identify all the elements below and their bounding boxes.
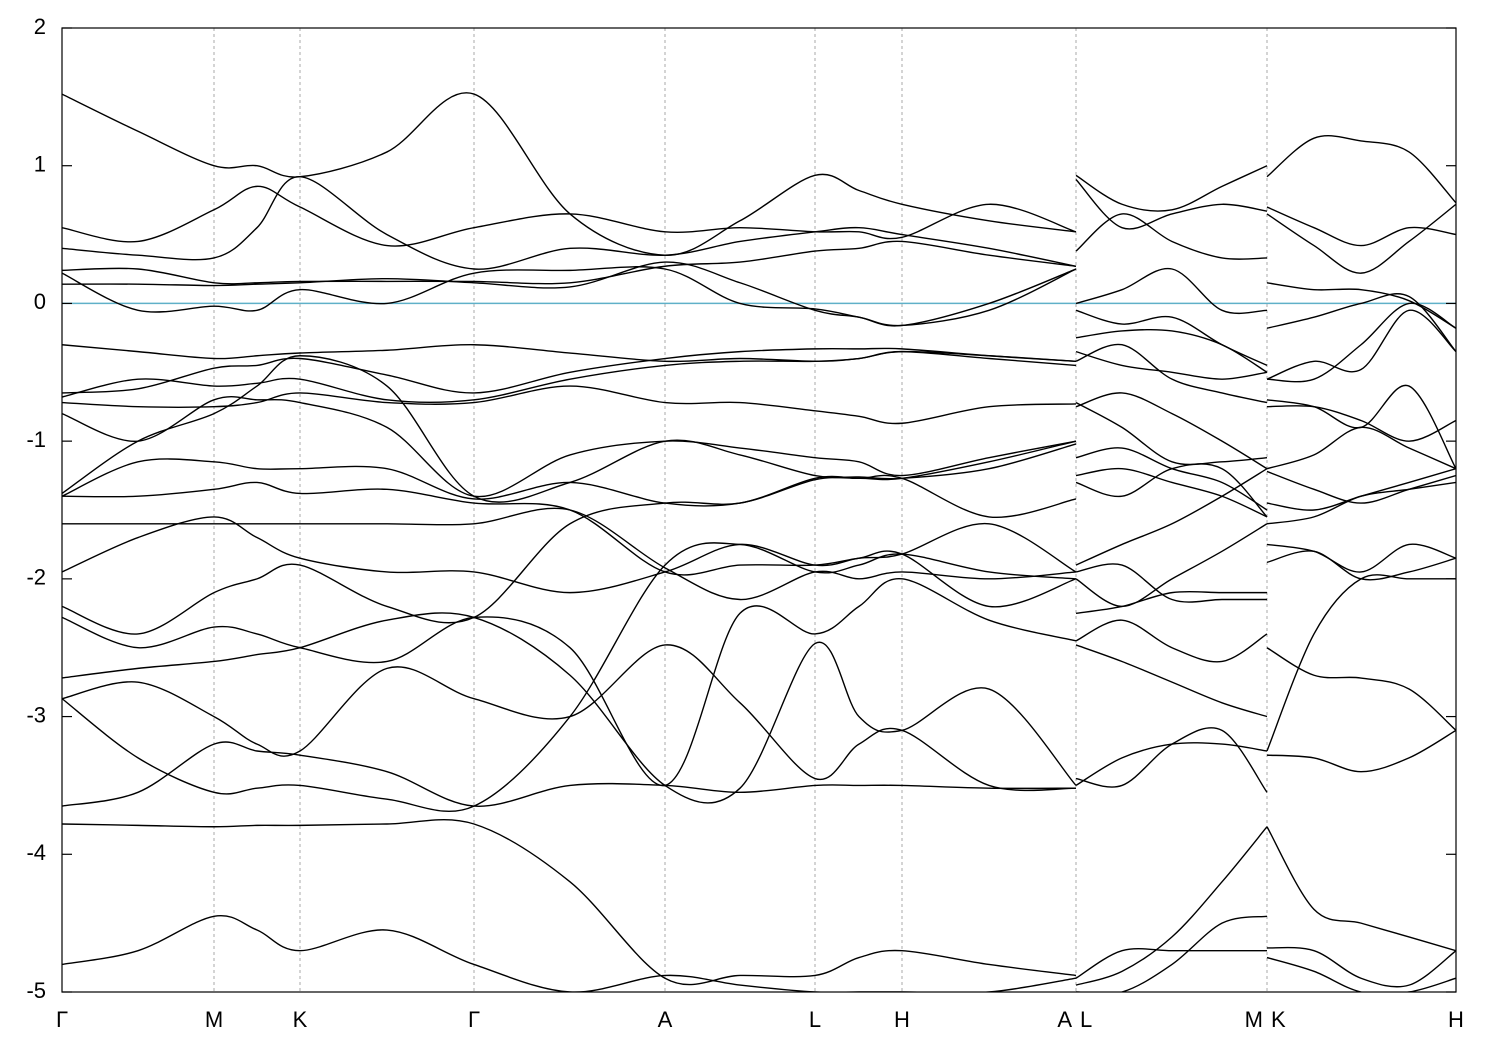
- band-line: [1266, 481, 1456, 525]
- y-tick-label: 1: [34, 152, 46, 177]
- band-line: [1075, 619, 1268, 663]
- band-line: [1075, 392, 1268, 470]
- axes-layer: 210-1-2-3-4-5Γ M K Γ A L H A L M K H: [26, 14, 1464, 1032]
- band-line: [62, 458, 1077, 519]
- band-line: [62, 516, 1077, 608]
- band-line: [1075, 727, 1268, 793]
- band-line: [62, 644, 1077, 792]
- bands-layer: [62, 92, 1456, 992]
- band-line: [1075, 328, 1268, 373]
- band-line: [1076, 915, 1268, 992]
- band-line: [62, 261, 1077, 327]
- y-tick-label: -5: [26, 978, 46, 1003]
- band-line: [62, 741, 1077, 807]
- band-line: [1075, 563, 1267, 603]
- x-tick-label: H: [894, 1007, 910, 1032]
- plot-frame: [61, 27, 1457, 993]
- y-tick-label: 2: [34, 14, 46, 39]
- band-line: [1075, 350, 1268, 380]
- band-line: [1075, 343, 1268, 404]
- x-tick-label: K: [293, 1007, 308, 1032]
- band-line: [1266, 729, 1456, 773]
- band-line: [62, 440, 1077, 635]
- x-tick-label: L: [1080, 1007, 1092, 1032]
- band-line: [1266, 826, 1456, 952]
- y-tick-label: -2: [26, 565, 46, 590]
- band-line: [1266, 206, 1456, 247]
- band-line: [1075, 463, 1268, 518]
- band-line: [1075, 590, 1267, 614]
- band-line: [62, 350, 1077, 404]
- band-line: [1266, 956, 1456, 992]
- band-line: [1266, 426, 1456, 470]
- band-line: [1075, 179, 1268, 230]
- band-line: [1266, 574, 1456, 752]
- x-tick-label: A: [658, 1007, 673, 1032]
- band-line: [1075, 165, 1268, 212]
- x-tick-label: K: [1271, 1007, 1286, 1032]
- band-line: [62, 385, 1077, 425]
- band-line: [62, 92, 1077, 256]
- band-line: [1266, 302, 1456, 383]
- band-line: [1075, 401, 1268, 466]
- y-tick-label: -3: [26, 702, 46, 727]
- band-line: [1266, 384, 1456, 470]
- band-line: [1075, 947, 1267, 979]
- band-line: [1075, 468, 1268, 566]
- band-line: [1266, 543, 1456, 573]
- x-tick-label: Γ: [56, 1007, 68, 1032]
- band-line: [1266, 946, 1456, 988]
- band-line: [62, 542, 1077, 813]
- band-line: [62, 818, 1077, 986]
- band-line: [62, 240, 1077, 285]
- band-line: [62, 612, 1077, 804]
- band-line: [1266, 405, 1456, 442]
- band-line: [1266, 135, 1456, 204]
- band-line: [1075, 213, 1268, 260]
- band-line: [1266, 282, 1456, 329]
- y-tick-label: -4: [26, 840, 46, 865]
- band-line: [1266, 470, 1456, 504]
- band-line: [62, 395, 1077, 498]
- band-line: [1075, 467, 1268, 518]
- band-line: [1075, 644, 1268, 718]
- band-line: [1075, 523, 1268, 608]
- x-tick-label: A: [1057, 1007, 1072, 1032]
- x-tick-label: M: [1245, 1007, 1263, 1032]
- x-tick-label: L: [809, 1007, 821, 1032]
- y-tick-label: 0: [34, 289, 46, 314]
- x-tick-label: Γ: [468, 1007, 480, 1032]
- y-tick-label: -1: [26, 427, 46, 452]
- band-line: [62, 578, 1077, 787]
- band-line: [1266, 293, 1456, 353]
- band-line: [62, 176, 1077, 270]
- band-line: [1075, 267, 1268, 315]
- band-line: [62, 185, 1077, 247]
- x-tick-label: M: [205, 1007, 223, 1032]
- band-line: [1266, 309, 1456, 380]
- band-line: [62, 347, 1077, 394]
- band-line: [1075, 826, 1268, 986]
- x-tick-label: H: [1448, 1007, 1464, 1032]
- band-line: [1266, 203, 1456, 274]
